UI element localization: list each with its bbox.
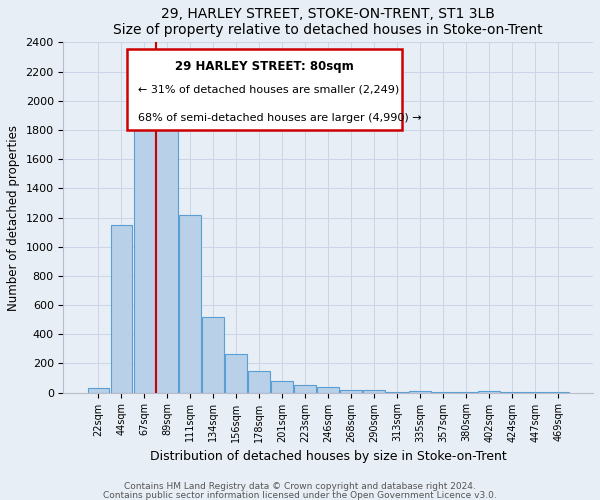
Bar	[226, 354, 247, 393]
Bar	[364, 390, 385, 392]
Text: 29 HARLEY STREET: 80sqm: 29 HARLEY STREET: 80sqm	[175, 60, 354, 73]
Text: Contains public sector information licensed under the Open Government Licence v3: Contains public sector information licen…	[103, 491, 497, 500]
Bar	[88, 388, 109, 392]
Bar	[248, 370, 270, 392]
Bar	[340, 390, 362, 392]
X-axis label: Distribution of detached houses by size in Stoke-on-Trent: Distribution of detached houses by size …	[150, 450, 506, 463]
Bar	[179, 214, 201, 392]
Title: 29, HARLEY STREET, STOKE-ON-TRENT, ST1 3LB
Size of property relative to detached: 29, HARLEY STREET, STOKE-ON-TRENT, ST1 3…	[113, 7, 543, 37]
Text: Contains HM Land Registry data © Crown copyright and database right 2024.: Contains HM Land Registry data © Crown c…	[124, 482, 476, 491]
Bar	[317, 387, 339, 392]
Bar	[134, 108, 155, 393]
Text: 68% of semi-detached houses are larger (4,990) →: 68% of semi-detached houses are larger (…	[137, 112, 421, 122]
Bar	[271, 381, 293, 392]
Bar	[110, 225, 133, 392]
Bar	[202, 317, 224, 392]
Bar	[295, 386, 316, 392]
Y-axis label: Number of detached properties: Number of detached properties	[7, 124, 20, 310]
Bar	[157, 124, 178, 392]
FancyBboxPatch shape	[127, 50, 403, 130]
Text: ← 31% of detached houses are smaller (2,249): ← 31% of detached houses are smaller (2,…	[137, 84, 399, 94]
Bar	[409, 391, 431, 392]
